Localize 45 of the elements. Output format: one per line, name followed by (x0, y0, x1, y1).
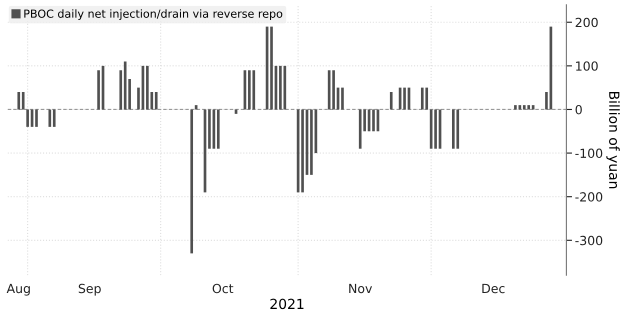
bar (154, 92, 158, 110)
bar (514, 105, 517, 110)
bar (234, 109, 238, 114)
y-tick-label: 200 (576, 18, 598, 28)
x-tick-label: Sep (78, 284, 101, 296)
bar (420, 88, 424, 110)
y-axis-title: Billion of yuan (606, 92, 620, 188)
bar (102, 66, 104, 110)
y-tick-label: -100 (575, 148, 602, 158)
bar (52, 109, 56, 127)
x-axis-title: 2021 (270, 298, 304, 310)
y-tick-label: -200 (575, 192, 602, 202)
bar (518, 105, 522, 110)
bar (124, 61, 127, 110)
bar (22, 92, 25, 110)
bar (216, 109, 220, 149)
y-tick-label: -300 (575, 236, 602, 246)
bar (194, 105, 198, 110)
x-tick-label: Dec (482, 284, 505, 294)
bar (522, 105, 526, 110)
bar (438, 109, 442, 149)
bar (119, 70, 122, 110)
bar (190, 109, 194, 254)
bar (456, 109, 460, 149)
bar (532, 105, 534, 110)
bar (425, 88, 428, 110)
bar (283, 66, 286, 110)
bar (252, 70, 256, 110)
bar (248, 70, 251, 110)
bar (17, 92, 20, 110)
bar (390, 92, 393, 110)
legend-label: PBOC daily net injection/drain via reverse repo (24, 9, 282, 20)
bar (128, 78, 131, 110)
bar (452, 109, 455, 149)
bar (527, 105, 530, 110)
x-tick-label: Oct (212, 284, 234, 294)
bar (48, 109, 52, 127)
bar (244, 70, 246, 110)
y-tick-label: 0 (576, 104, 582, 114)
x-tick-label: Aug (6, 284, 30, 296)
bar (328, 70, 330, 110)
bar (358, 109, 362, 149)
x-tick-label: Nov (349, 284, 372, 294)
y-tick-label: 100 (576, 61, 598, 71)
bar (150, 92, 154, 110)
